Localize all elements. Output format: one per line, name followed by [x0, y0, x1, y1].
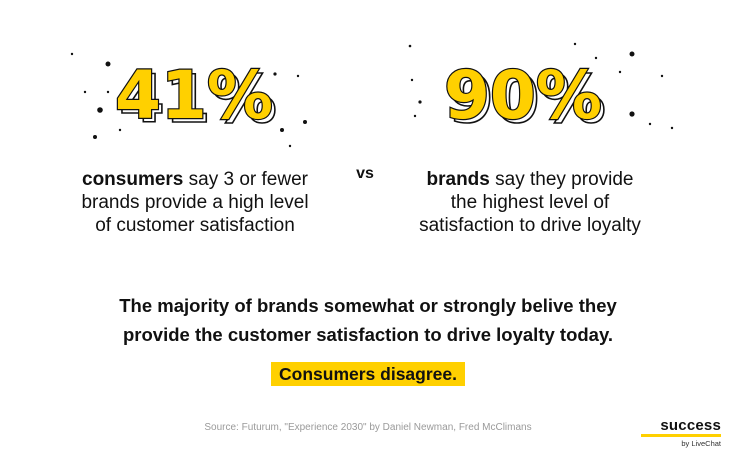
- right-stat: 90% 90% brands say they provide the high…: [400, 42, 674, 237]
- sparkle-dot: [408, 44, 412, 48]
- sparkle-dot: [93, 135, 97, 139]
- sparkle-dot: [410, 78, 414, 82]
- right-stat-graphic: 90% 90%: [408, 42, 674, 139]
- left-stat-line2: brands provide a high level: [81, 192, 309, 213]
- right-stat-description: brands say they provide the highest leve…: [390, 168, 670, 237]
- sparkle-dot: [413, 114, 417, 118]
- left-stat-number-text: 41%: [115, 57, 273, 134]
- left-stat-number-shadow: 41%: [119, 61, 277, 138]
- headline-line1: The majority of brands somewhat or stron…: [119, 295, 617, 316]
- sparkle-dot: [280, 128, 284, 132]
- sparkle-dot: [288, 144, 292, 148]
- right-stat-bold: brands: [426, 169, 490, 190]
- sparkle-dot: [629, 111, 635, 117]
- sparkle-dot: [273, 72, 277, 76]
- right-stat-number: 90% 90%: [400, 42, 674, 144]
- right-stat-line1-rest: say they provide: [489, 169, 634, 190]
- left-stat: 41% 41% consumers say 3 or fewer brands …: [60, 52, 330, 237]
- sparkle-dot: [296, 74, 300, 78]
- sparkle-dot: [83, 90, 87, 94]
- right-stat-line1: brands say they provide: [390, 168, 670, 191]
- sparkle-dot: [105, 61, 111, 67]
- left-stat-line1: consumers say 3 or fewer: [60, 168, 330, 191]
- sparkle-dot: [97, 107, 103, 113]
- vs-label: vs: [356, 165, 374, 182]
- left-stat-line3: of customer satisfaction: [95, 215, 295, 236]
- left-stat-graphic: 41% 41%: [70, 52, 307, 148]
- sparkle-dot: [573, 42, 577, 46]
- sparkle-dot: [648, 122, 652, 126]
- left-stat-bold: consumers: [82, 169, 184, 190]
- brand-name: success: [660, 417, 721, 434]
- right-stat-number-text: 90%: [444, 57, 602, 134]
- brand-underline: [641, 434, 721, 437]
- headline-line2: provide the customer satisfaction to dri…: [122, 324, 614, 345]
- left-stat-line1-rest: say 3 or fewer: [183, 169, 308, 190]
- right-stat-line3: satisfaction to drive loyalty: [419, 215, 641, 236]
- brand-logo: success by LiveChat: [611, 418, 721, 448]
- sparkle-dot: [670, 126, 674, 130]
- highlight-callout: Consumers disagree.: [271, 362, 465, 386]
- sparkle-dot: [70, 52, 74, 56]
- sparkle-dot: [660, 74, 664, 78]
- brand-sub: by LiveChat: [681, 439, 721, 448]
- sparkle-dot: [618, 70, 622, 74]
- sparkle-dot: [118, 128, 122, 132]
- sparkle-dot: [594, 56, 598, 60]
- left-stat-description: consumers say 3 or fewer brands provide …: [60, 168, 330, 237]
- sparkle-dot: [418, 100, 422, 104]
- highlight-container: Consumers disagree.: [0, 362, 736, 386]
- sparkle-dot: [303, 120, 307, 124]
- right-stat-number-shadow: 90%: [448, 61, 606, 138]
- sparkle-dot: [106, 90, 110, 94]
- source-citation: Source: Futurum, "Experience 2030" by Da…: [204, 422, 532, 433]
- right-stat-line2: the highest level of: [450, 192, 610, 213]
- headline: The majority of brands somewhat or stron…: [60, 291, 676, 349]
- left-stat-number: 41% 41%: [60, 52, 330, 148]
- sparkle-dot: [629, 51, 635, 57]
